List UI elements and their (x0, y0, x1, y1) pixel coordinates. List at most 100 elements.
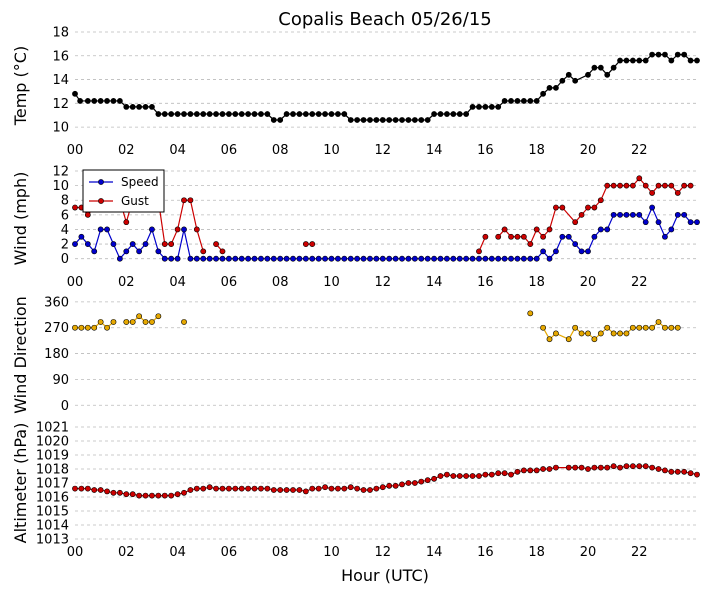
altimeter-data-point (91, 487, 98, 493)
direction-data-point (553, 330, 559, 337)
temperature-data-point (399, 117, 405, 123)
temperature-data-point (110, 98, 117, 104)
altimeter-data-point (572, 464, 579, 471)
wind-data-point (213, 241, 219, 247)
temperature-data-point (328, 111, 335, 117)
wind-data-point (578, 248, 585, 255)
altimeter-data-point (674, 468, 681, 475)
wind-data-point (399, 255, 405, 262)
wind-data-point (200, 255, 207, 262)
altimeter-data-point (129, 491, 136, 498)
direction-data-point (97, 319, 104, 325)
temperature-data-point (623, 57, 630, 64)
wind-data-point (649, 204, 656, 211)
altimeter-x-tick-label: 08 (272, 545, 289, 560)
altimeter-panel: 101310141015101610171018101910201021Alti… (11, 421, 700, 560)
wind-data-point (501, 255, 508, 262)
wind-data-point (181, 226, 187, 233)
temperature-data-point (585, 71, 591, 78)
direction-data-point (540, 324, 547, 331)
wind-data-point (662, 233, 668, 240)
altimeter-data-point (379, 484, 386, 491)
wind-data-point (84, 211, 91, 218)
direction-y-tick-label: 90 (52, 373, 69, 388)
wind-data-point (681, 182, 688, 189)
temperature-data-point (418, 117, 425, 123)
wind-data-point (482, 255, 489, 262)
altimeter-data-point (251, 485, 258, 492)
altimeter-data-point (565, 464, 572, 471)
wind-data-point (354, 255, 361, 262)
wind-data-point (623, 211, 630, 218)
temperature-data-point (540, 90, 547, 97)
wind-data-point (668, 226, 675, 233)
wind-data-point (520, 255, 527, 262)
altimeter-data-point (116, 489, 123, 496)
wind-x-tick-label: 10 (323, 275, 340, 290)
temperature-data-point (77, 98, 84, 104)
wind-x-tick-label: 00 (67, 275, 84, 290)
altimeter-data-point (591, 464, 598, 471)
legend-swatch-marker (98, 198, 104, 204)
temperature-x-tick-label: 20 (580, 143, 597, 158)
direction-panel: 0 90 180 270 360 Wind Direction (11, 295, 697, 414)
wind-data-point (591, 233, 598, 240)
altimeter-y-tick-label: 1017 (36, 477, 69, 492)
wind-data-point (559, 204, 566, 211)
temperature-data-point (405, 117, 412, 123)
wind-data-point (456, 255, 463, 262)
wind-data-point (302, 241, 309, 247)
altimeter-y-tick-label: 1014 (36, 519, 69, 534)
temperature-y-tick-label: 12 (52, 97, 69, 112)
temperature-data-point (514, 98, 521, 104)
altimeter-data-point (476, 473, 482, 479)
temperature-x-tick-label: 12 (375, 143, 392, 158)
temperature-data-point (694, 57, 700, 64)
wind-data-point (193, 226, 200, 233)
altimeter-data-point (219, 485, 226, 492)
altimeter-data-point (232, 485, 239, 492)
altimeter-data-point (578, 464, 585, 471)
altimeter-data-point (238, 485, 245, 492)
altimeter-series-line (75, 465, 698, 497)
temperature-data-point (367, 117, 373, 123)
wind-y-tick-label: 0 (61, 252, 69, 267)
altimeter-data-point (642, 463, 649, 470)
altimeter-data-point (687, 470, 694, 477)
temperature-data-point (91, 98, 98, 104)
altimeter-data-point (469, 473, 476, 479)
wind-data-point (578, 211, 585, 218)
wind-data-point (508, 255, 514, 262)
temperature-y-tick-label: 16 (52, 49, 69, 64)
altimeter-data-point (488, 471, 495, 478)
altimeter-y-tick-label: 1018 (36, 463, 69, 478)
temperature-data-point (501, 98, 508, 104)
legend-label: Speed (121, 175, 159, 189)
temperature-data-point (181, 111, 187, 117)
altimeter-data-point (315, 485, 322, 492)
altimeter-data-point (335, 485, 341, 492)
temperature-data-point (187, 111, 194, 117)
altimeter-data-point (399, 481, 405, 488)
temperature-data-point (193, 111, 200, 117)
wind-y-tick-label: 6 (61, 208, 69, 223)
temperature-data-point (495, 104, 502, 110)
altimeter-data-point (649, 464, 656, 471)
wind-data-point (681, 211, 688, 218)
wind-data-point (476, 248, 482, 255)
altimeter-data-point (629, 463, 636, 470)
temperature-y-tick-label: 10 (52, 121, 69, 136)
altimeter-y-tick-label: 1019 (36, 449, 69, 464)
wind-y-axis-label: Wind (mph) (11, 172, 30, 266)
altimeter-data-point (437, 473, 444, 479)
direction-y-tick-label: 270 (44, 321, 69, 336)
wind-data-point (360, 255, 367, 262)
wind-data-point (367, 255, 373, 262)
wind-data-point (219, 248, 226, 255)
temperature-y-tick-label: 14 (52, 73, 69, 88)
wind-data-point (482, 233, 489, 240)
wind-data-point (258, 255, 264, 262)
altimeter-data-point (508, 471, 514, 478)
direction-data-point (655, 319, 662, 325)
